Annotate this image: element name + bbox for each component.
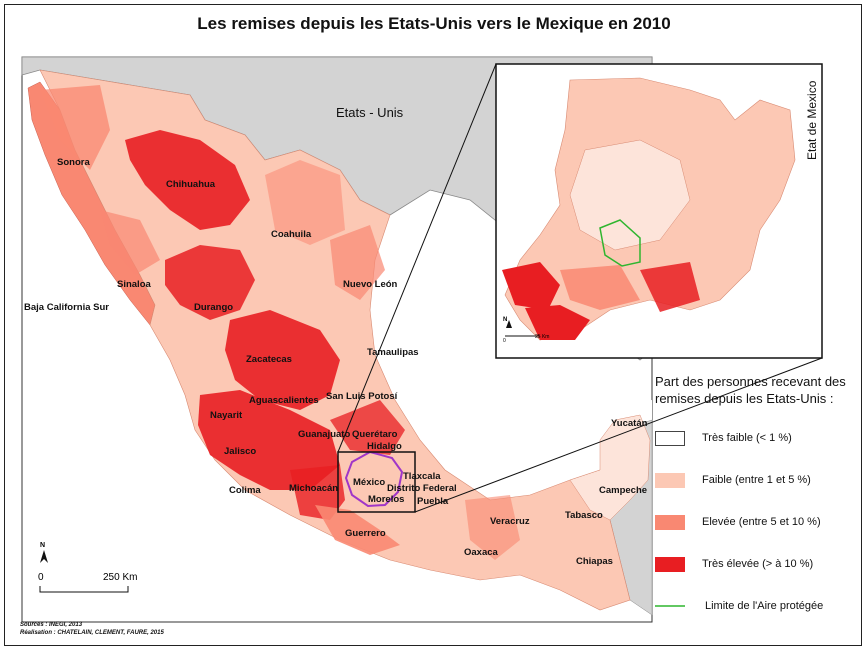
leader-line-top — [337, 63, 497, 453]
inset-mid-south — [560, 265, 640, 310]
region-michoacan-high — [290, 465, 345, 520]
inset-low-zone — [569, 139, 691, 251]
leader-line-bottom — [414, 357, 823, 513]
legend-swatch — [655, 431, 685, 446]
neighbor-label-usa: Etats - Unis — [336, 105, 404, 120]
region-veracruz-mid — [465, 495, 520, 560]
scale-bar — [39, 586, 129, 593]
region-sonora-mid — [40, 85, 110, 170]
state-label: Querétaro — [352, 429, 398, 440]
state-label: Yucatán — [611, 418, 648, 429]
legend-title: Part des personnes recevant des remises … — [655, 374, 846, 406]
credits-note: Réalisation : CHATELAIN, CLEMENT, FAURE,… — [20, 630, 164, 636]
state-label: Campeche — [599, 485, 648, 496]
region-west-central-high — [198, 390, 340, 490]
state-label: Tlaxcala — [403, 471, 441, 482]
inset-high-south — [525, 305, 590, 340]
region-chihuahua-high — [125, 130, 250, 230]
north-label: N — [40, 542, 46, 549]
inset-high-west — [502, 262, 560, 310]
legend-swatch — [655, 557, 685, 572]
state-label: Sonora — [57, 157, 90, 168]
region-sinaloa-mid — [100, 210, 160, 275]
legend-label: Très élevée (> à 10 %) — [702, 558, 814, 570]
region-guerrero-mid — [315, 505, 400, 555]
state-label: Coahuila — [271, 229, 312, 240]
legend-label: Elevée (entre 5 et 10 %) — [702, 516, 821, 528]
scale-distance: 250 Km — [103, 572, 138, 583]
state-label: Nayarit — [210, 410, 243, 421]
inset-high-east — [640, 262, 700, 312]
state-label: Durango — [194, 302, 234, 313]
state-label: Tabasco — [565, 510, 603, 521]
inset-protected-area-outline — [599, 219, 641, 267]
region-zacatecas-high — [225, 310, 340, 410]
state-label: Morelos — [368, 494, 405, 505]
focus-rectangle — [337, 451, 416, 513]
state-label: Puebla — [417, 496, 449, 507]
yucatan-peninsula — [569, 414, 651, 521]
region-durango-high — [165, 245, 255, 320]
region-bajio-high — [330, 400, 405, 455]
state-label: Chiapas — [576, 556, 613, 567]
state-label: Veracruz — [490, 516, 530, 527]
north-arrow — [40, 550, 48, 563]
state-label: Tamaulipas — [367, 347, 419, 358]
legend-label: Faible (entre 1 et 5 %) — [702, 474, 811, 486]
legend-label: Limite de l'Aire protégée — [705, 600, 824, 612]
state-label: Oaxaca — [464, 547, 498, 558]
state-label: Guanajuato — [298, 429, 351, 440]
map-title: Les remises depuis les Etats-Unis vers l… — [197, 14, 671, 33]
state-label: Aguascalientes — [249, 395, 319, 406]
scale-zero: 0 — [38, 572, 44, 583]
region-nuevoleon-mid — [330, 225, 385, 300]
inset-title: Etat de Mexico — [805, 80, 819, 160]
legend-swatch — [655, 473, 685, 488]
legend-label: Très faible (< 1 %) — [702, 432, 792, 444]
state-label: Nuevo León — [343, 279, 398, 290]
state-label: Chihuahua — [166, 179, 216, 190]
state-label: Guerrero — [345, 528, 386, 539]
inset-scale-distance: 25 Km — [535, 334, 550, 340]
state-label: Sinaloa — [117, 279, 151, 290]
inset-north-arrow — [506, 320, 512, 328]
region-coahuila-mid — [265, 160, 345, 245]
state-label: México — [353, 477, 386, 488]
state-label: Colima — [229, 485, 261, 496]
state-label: Michoacán — [289, 483, 339, 494]
sources-note: Sources : INEGI, 2013 — [20, 622, 83, 628]
state-label: San Luis Potosí — [326, 391, 398, 402]
legend-swatch — [655, 515, 685, 530]
mexico-state-outline — [344, 450, 404, 508]
state-label: Baja California Sur — [24, 302, 109, 313]
state-label: Distrito Federal — [387, 483, 457, 494]
state-label: Zacatecas — [246, 354, 292, 365]
inset-scale-zero: 0 — [503, 338, 506, 344]
state-label: Jalisco — [224, 446, 257, 457]
inset-north-label: N — [503, 317, 508, 323]
state-label: Hidalgo — [367, 441, 402, 452]
